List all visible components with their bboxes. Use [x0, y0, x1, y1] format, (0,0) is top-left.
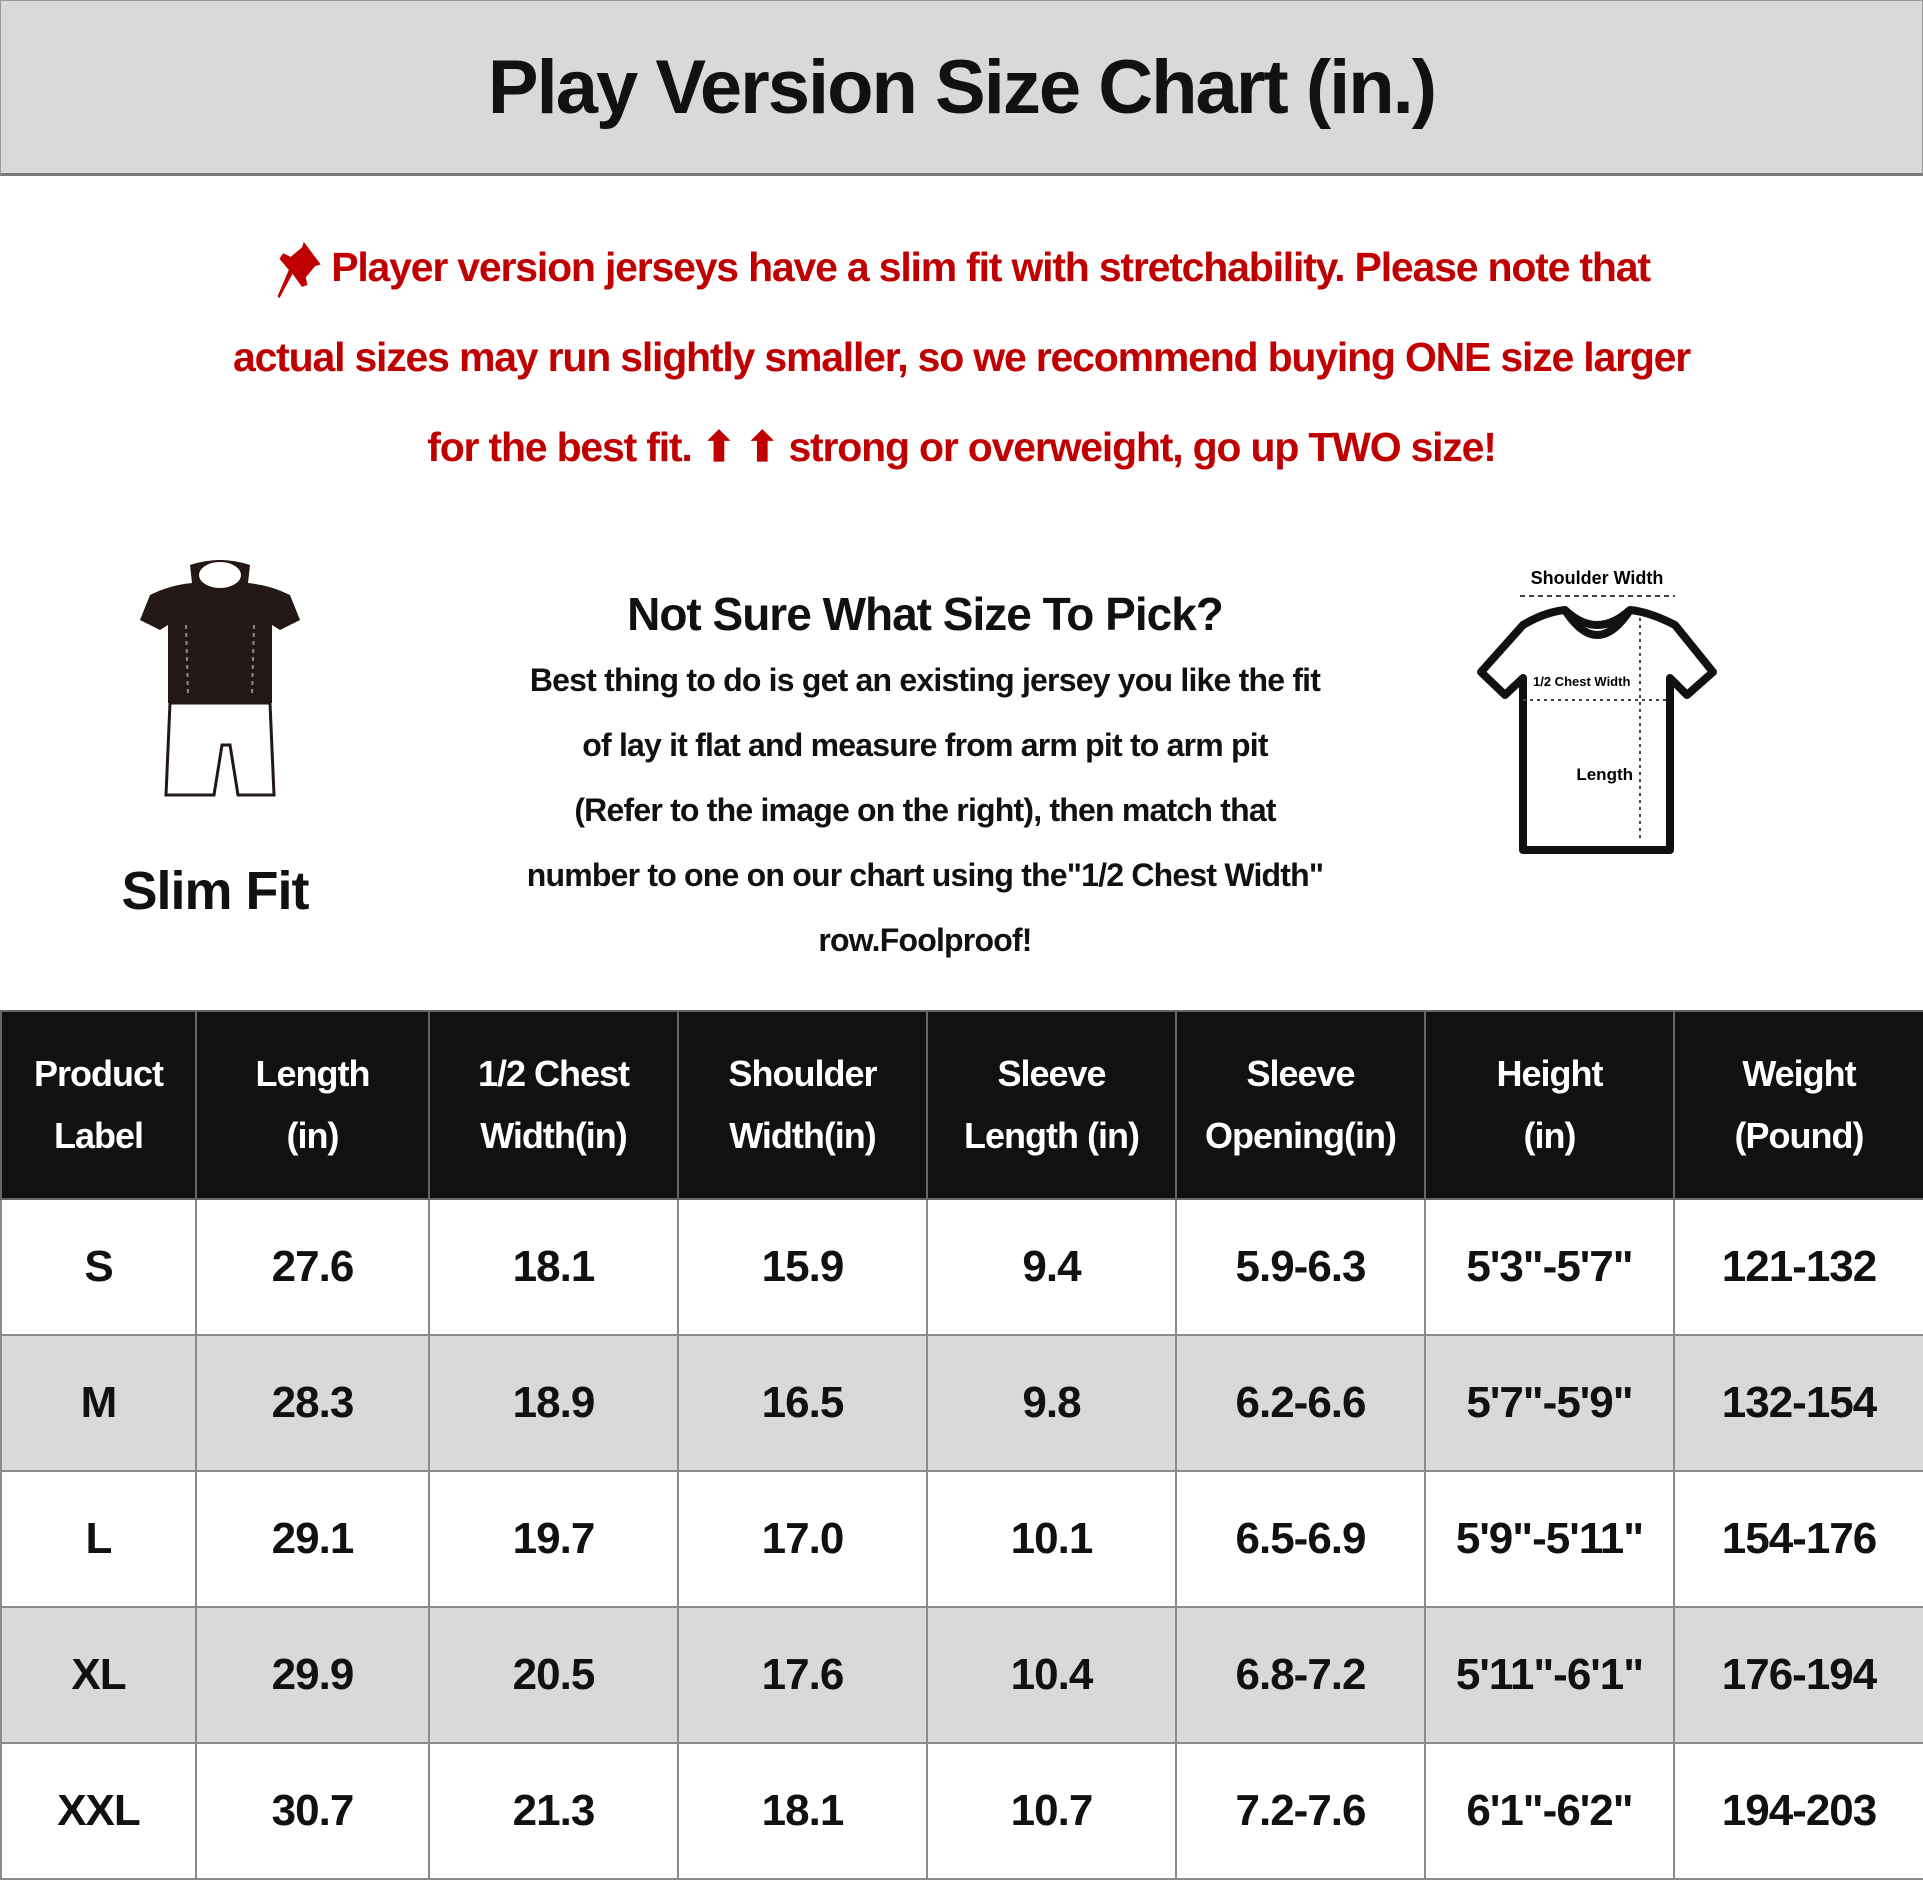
- column-header: Shoulder Width(in): [677, 1010, 928, 1200]
- table-cell: 16.5: [677, 1334, 928, 1472]
- table-cell: 21.3: [428, 1742, 679, 1880]
- column-header-text: Sleeve: [1246, 1053, 1355, 1094]
- table-cell: 154-176: [1673, 1470, 1923, 1608]
- table-cell: 18.9: [428, 1334, 679, 1472]
- help-line: row.Foolproof!: [818, 922, 1032, 958]
- table-cell: 6.5-6.9: [1175, 1470, 1426, 1608]
- table-cell: 18.1: [677, 1742, 928, 1880]
- help-line: Best thing to do is get an existing jers…: [529, 662, 1321, 698]
- column-header-text: 1/2 Chest: [477, 1053, 630, 1094]
- table-cell: 18.1: [428, 1198, 679, 1336]
- fit-notice: Player version jerseys have a slim fit w…: [20, 222, 1903, 492]
- slim-fit-label: Slim Fit: [121, 861, 309, 921]
- column-header: Sleeve Opening(in): [1175, 1010, 1426, 1200]
- notice-line: actual sizes may run slightly smaller, s…: [232, 334, 1691, 380]
- column-header-text: (in): [286, 1115, 340, 1156]
- column-header-text: (in): [1523, 1115, 1577, 1156]
- table-cell: 5'3"-5'7": [1424, 1198, 1675, 1336]
- table-cell: 10.1: [926, 1470, 1177, 1608]
- help-line: number to one on our chart using the"1/2…: [526, 857, 1324, 893]
- shoulder-width-label: Shoulder Width: [1531, 568, 1664, 588]
- table-cell: 5'11"-6'1": [1424, 1606, 1675, 1744]
- size-label-cell: XL: [0, 1606, 197, 1744]
- help-title: Not Sure What Size To Pick?: [627, 588, 1224, 640]
- column-header: Height (in): [1424, 1010, 1675, 1200]
- table-cell: 17.0: [677, 1470, 928, 1608]
- column-header: Length (in): [195, 1010, 430, 1200]
- table-cell: 30.7: [195, 1742, 430, 1880]
- column-header-text: (Pound): [1734, 1115, 1865, 1156]
- table-cell: 20.5: [428, 1606, 679, 1744]
- title-bar: Play Version Size Chart (in.): [0, 0, 1923, 176]
- column-header: Product Label: [0, 1010, 197, 1200]
- table-row: XL 29.9 20.5 17.6 10.4 6.8-7.2 5'11"-6'1" 176-1…: [0, 1606, 1923, 1744]
- size-label-cell: XXL: [0, 1742, 197, 1880]
- column-header-text: Width(in): [480, 1115, 628, 1156]
- column-header-text: Opening(in): [1205, 1115, 1397, 1156]
- mannequin-icon: [140, 560, 300, 797]
- table-cell: 29.1: [195, 1470, 430, 1608]
- help-line: (Refer to the image on the right), then …: [574, 792, 1276, 828]
- table-cell: 194-203: [1673, 1742, 1923, 1880]
- table-cell: 10.7: [926, 1742, 1177, 1880]
- table-row: L 29.1 19.7 17.0 10.1 6.5-6.9 5'9"-5'11" 154-17…: [0, 1470, 1923, 1608]
- column-header-text: Sleeve: [997, 1053, 1106, 1094]
- chest-width-label: 1/2 Chest Width: [1533, 674, 1630, 689]
- pushpin-icon: [277, 242, 321, 299]
- notice-line: for the best fit. ⬆ ⬆ strong or overweig…: [427, 424, 1497, 470]
- table-cell: 6.8-7.2: [1175, 1606, 1426, 1744]
- column-header-text: Length: [255, 1053, 371, 1094]
- table-row: S 27.6 18.1 15.9 9.4 5.9-6.3 5'3"-5'7" 121-132: [0, 1198, 1923, 1336]
- table-cell: 5'7"-5'9": [1424, 1334, 1675, 1472]
- column-header: Weight (Pound): [1673, 1010, 1923, 1200]
- table-header-row: Product Label Length (in) 1/2 Chest Width(in)…: [0, 1010, 1923, 1200]
- table-row: M 28.3 18.9 16.5 9.8 6.2-6.6 5'7"-5'9" 132-154: [0, 1334, 1923, 1472]
- table-cell: 9.8: [926, 1334, 1177, 1472]
- table-cell: 29.9: [195, 1606, 430, 1744]
- column-header-text: Product: [33, 1053, 164, 1094]
- length-label: Length: [1576, 765, 1633, 784]
- size-table: Product Label Length (in) 1/2 Chest Width(in)…: [0, 1010, 1923, 1880]
- column-header: 1/2 Chest Width(in): [428, 1010, 679, 1200]
- table-cell: 176-194: [1673, 1606, 1923, 1744]
- table-cell: 132-154: [1673, 1334, 1923, 1472]
- column-header: Sleeve Length (in): [926, 1010, 1177, 1200]
- size-label-cell: M: [0, 1334, 197, 1472]
- table-cell: 9.4: [926, 1198, 1177, 1336]
- column-header-text: Length (in): [964, 1115, 1140, 1156]
- column-header-text: Shoulder: [728, 1053, 877, 1094]
- size-help: Not Sure What Size To Pick? Best thing t…: [385, 580, 1465, 973]
- column-header-text: Width(in): [729, 1115, 877, 1156]
- page-title: Play Version Size Chart (in.): [487, 44, 1437, 130]
- column-header-text: Height: [1496, 1053, 1604, 1094]
- table-cell: 7.2-7.6: [1175, 1742, 1426, 1880]
- table-cell: 121-132: [1673, 1198, 1923, 1336]
- table-cell: 19.7: [428, 1470, 679, 1608]
- table-cell: 10.4: [926, 1606, 1177, 1744]
- notice-line: Player version jerseys have a slim fit w…: [20, 222, 1903, 312]
- table-cell: 6'1"-6'2": [1424, 1742, 1675, 1880]
- size-label-cell: S: [0, 1198, 197, 1336]
- table-cell: 5'9"-5'11": [1424, 1470, 1675, 1608]
- table-cell: 5.9-6.3: [1175, 1198, 1426, 1336]
- column-header-text: Label: [53, 1115, 144, 1156]
- column-header-text: Weight: [1742, 1053, 1856, 1094]
- table-cell: 27.6: [195, 1198, 430, 1336]
- help-line: of lay it flat and measure from arm pit …: [582, 727, 1268, 763]
- table-cell: 15.9: [677, 1198, 928, 1336]
- size-label-cell: L: [0, 1470, 197, 1608]
- table-cell: 28.3: [195, 1334, 430, 1472]
- measurement-diagram: Shoulder Width 1/2 Chest Width Length: [1477, 568, 1717, 854]
- table-cell: 6.2-6.6: [1175, 1334, 1426, 1472]
- table-row: XXL 30.7 21.3 18.1 10.7 7.2-7.6 6'1"-6'2" 194-2…: [0, 1742, 1923, 1880]
- table-cell: 17.6: [677, 1606, 928, 1744]
